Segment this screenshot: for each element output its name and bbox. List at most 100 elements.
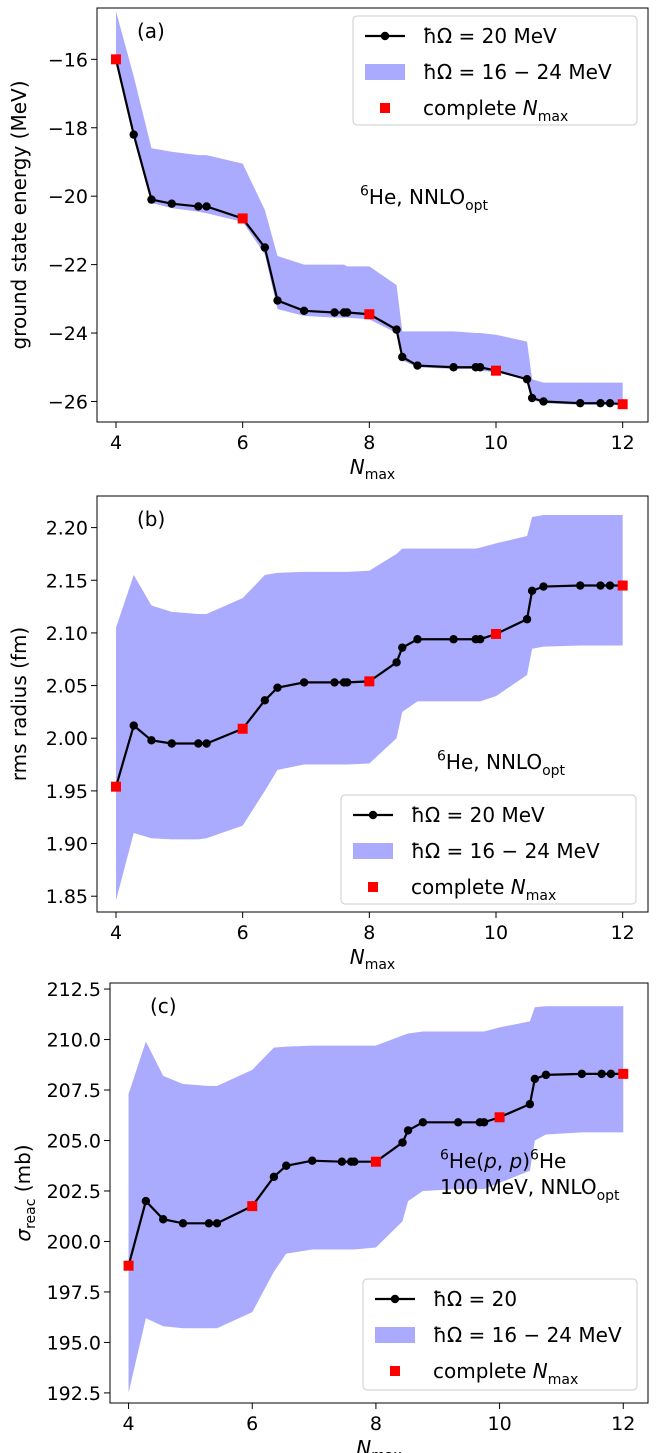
data-point [167, 199, 176, 208]
text-segment: ħΩ = 20 [433, 1287, 517, 1311]
x-axis-label-sub: max [365, 957, 396, 973]
legend-label: ħΩ = 16 − 24 MeV [423, 60, 612, 84]
text-segment: 6 [437, 749, 446, 765]
text-segment: He( [449, 1149, 484, 1173]
x-axis-label: Nmax [356, 1436, 401, 1453]
complete-nmax-point [247, 1201, 258, 1212]
complete-nmax-point [237, 213, 248, 224]
annotation-text: 6He(p, p)6He [440, 1148, 566, 1173]
text-segment: ħΩ = 16 − 24 MeV [433, 1323, 622, 1347]
x-axis-label-main: N [356, 1436, 371, 1453]
text-segment: max [526, 888, 557, 904]
y-axis-label: rms radius (fm) [7, 627, 31, 781]
legend-label: ħΩ = 20 MeV [411, 803, 545, 827]
data-point [194, 202, 203, 211]
data-point [449, 363, 458, 372]
y-tick-label: 2.15 [46, 570, 88, 592]
data-point [479, 1118, 489, 1127]
uncertainty-band [128, 1006, 624, 1393]
axes-frame [96, 7, 649, 423]
x-tick-label: 10 [484, 432, 508, 454]
text-segment: 6 [360, 184, 369, 200]
y-tick-label: 1.95 [46, 781, 88, 803]
data-point [337, 1157, 347, 1166]
data-point [541, 1070, 551, 1080]
data-point [606, 1069, 616, 1079]
data-point [273, 683, 282, 692]
text-segment: complete [433, 1359, 533, 1383]
legend-label: ħΩ = 20 [433, 1287, 517, 1311]
plot-area [111, 11, 628, 410]
y-tick-label: 2.00 [46, 728, 88, 750]
text-segment: complete [411, 875, 511, 899]
data-point [392, 325, 401, 334]
text-segment: N [511, 875, 526, 899]
y-tick-label: 205.0 [47, 1131, 101, 1153]
text-segment: opt [597, 1188, 620, 1204]
data-point [530, 1074, 540, 1084]
complete-nmax-point [618, 1068, 629, 1079]
data-point [147, 736, 156, 745]
x-tick-label: 6 [237, 922, 249, 944]
legend-frame [352, 15, 638, 126]
text-segment: ħΩ = 20 MeV [423, 24, 557, 48]
data-point [212, 1219, 222, 1228]
data-point [576, 581, 585, 590]
y-tick-label: 2.05 [46, 676, 88, 698]
data-point [350, 1157, 359, 1166]
complete-nmax-point [617, 580, 628, 591]
legend-square-swatch [380, 103, 390, 113]
complete-nmax-point [617, 399, 628, 410]
x-tick-label: 10 [487, 1413, 511, 1435]
data-point [260, 696, 270, 705]
text-segment: p [509, 1149, 523, 1173]
legend-marker-swatch [368, 810, 378, 820]
legend-band-swatch [375, 1327, 415, 1343]
complete-nmax-point [494, 1112, 505, 1123]
data-point [597, 1069, 606, 1079]
data-point [527, 586, 537, 595]
x-tick-label: 4 [123, 1413, 135, 1435]
data-point [269, 1172, 279, 1182]
text-segment: max [548, 1372, 579, 1388]
text-segment: ) [522, 1149, 530, 1173]
data-point [413, 361, 422, 370]
legend-marker-swatch [380, 31, 390, 41]
text-segment: 100 MeV, NNLO [440, 1175, 597, 1199]
data-point [204, 1219, 214, 1228]
x-tick-label: 12 [611, 432, 635, 454]
y-axis-label: ground state energy (MeV) [7, 80, 31, 349]
data-point [605, 398, 615, 408]
x-axis-label-main: N [350, 455, 365, 479]
complete-nmax-point [364, 309, 375, 320]
legend-marker-swatch [390, 1294, 400, 1304]
y-tick-label: 2.10 [46, 623, 88, 645]
data-point [282, 1161, 291, 1170]
y-tick-label: 207.5 [47, 1080, 101, 1102]
legend-frame [340, 794, 637, 905]
legend-label: ħΩ = 16 − 24 MeV [411, 839, 600, 863]
text-segment: p [483, 1149, 497, 1173]
data-point [342, 678, 352, 687]
y-tick-label: −18 [48, 118, 88, 140]
legend-label: complete Nmax [411, 875, 556, 904]
y-tick-label: 210.0 [47, 1030, 101, 1052]
text-segment: He, NNLO [446, 750, 542, 774]
legend-square-swatch [368, 882, 378, 892]
legend: ħΩ = 20 ħΩ = 16 − 24 MeV complete Nmax [362, 1278, 638, 1391]
data-point [398, 352, 407, 362]
complete-nmax-point [370, 1156, 381, 1167]
legend: ħΩ = 20 MeV ħΩ = 16 − 24 MeV complete Nmax [340, 794, 637, 905]
x-tick-label: 8 [363, 922, 375, 944]
axes-frame [96, 495, 649, 913]
text-segment: opt [465, 198, 488, 214]
complete-nmax-point [111, 54, 121, 65]
x-axis-label-sub: max [365, 467, 396, 483]
data-point [299, 306, 309, 316]
text-segment: complete [423, 96, 523, 120]
y-tick-label: −24 [48, 323, 88, 345]
data-point [413, 635, 422, 644]
data-point [273, 296, 282, 305]
x-axis-label: Nmax [350, 945, 395, 973]
